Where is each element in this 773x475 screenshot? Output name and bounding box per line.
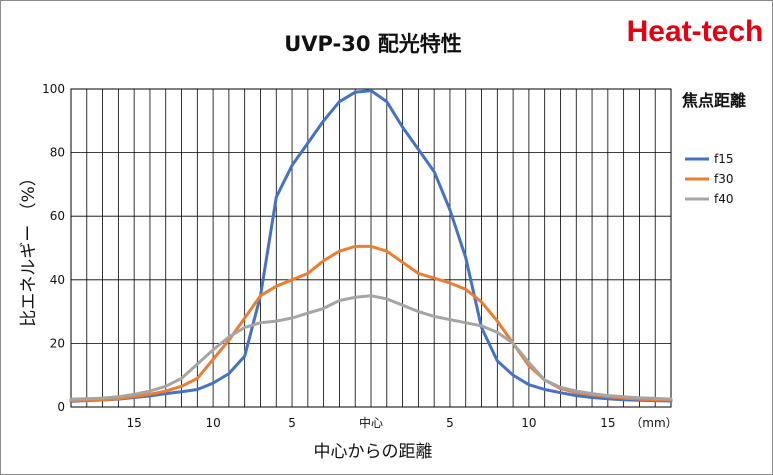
x-tick-label: 10 (521, 416, 536, 430)
legend-label-f15: f15 (714, 152, 734, 166)
grid-lines (71, 89, 671, 407)
series-line-f15 (69, 89, 673, 403)
legend-label-f30: f30 (714, 172, 734, 186)
y-tick-label: 60 (50, 209, 65, 223)
x-tick-label: 15 (600, 416, 615, 430)
plot-area (70, 88, 672, 408)
x-tick-label: 5 (446, 416, 454, 430)
y-tick-label: 80 (50, 146, 65, 160)
legend: f15 f30 f40 (685, 152, 734, 206)
x-tick-labels: 15 10 5 中心 5 10 15 (127, 415, 616, 430)
x-unit-label: （mm） (630, 416, 677, 430)
series-lines (69, 89, 673, 403)
y-tick-label: 20 (50, 336, 65, 350)
chart-title: UVP-30 配光特性 (284, 32, 462, 56)
series-line-f40 (69, 294, 673, 401)
x-tick-label: 15 (127, 416, 142, 430)
y-axis-title: 比エネルギー （%） (19, 169, 39, 327)
x-tick-label: 10 (205, 416, 220, 430)
x-axis-title: 中心からの距離 (314, 442, 433, 462)
legend-title: 焦点距離 (681, 91, 746, 110)
legend-label-f40: f40 (714, 192, 734, 206)
y-tick-labels: 0 20 40 60 80 100 (42, 82, 65, 414)
y-tick-label: 40 (50, 273, 65, 287)
x-tick-label: 5 (288, 416, 296, 430)
y-tick-label: 0 (57, 400, 65, 414)
y-tick-label: 100 (42, 82, 65, 96)
brand-logo-text: Heat-tech (627, 15, 764, 48)
x-tick-label: 中心 (359, 415, 383, 430)
